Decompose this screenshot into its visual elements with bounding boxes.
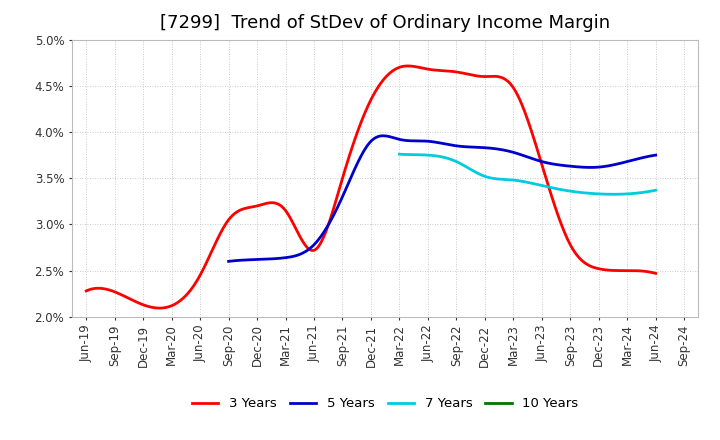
Title: [7299]  Trend of StDev of Ordinary Income Margin: [7299] Trend of StDev of Ordinary Income… — [160, 15, 611, 33]
Legend: 3 Years, 5 Years, 7 Years, 10 Years: 3 Years, 5 Years, 7 Years, 10 Years — [186, 392, 584, 415]
